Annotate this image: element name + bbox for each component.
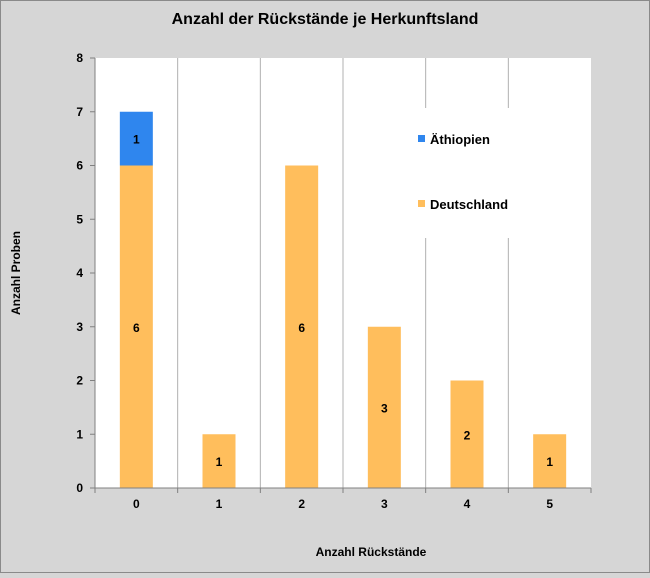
axes: 0 1 2 3 4 5 6 7 8 0 1 2 3 4 5 (76, 51, 592, 511)
data-labels: 6 1 1 6 3 2 1 (133, 133, 553, 470)
x-tick-label: 5 (546, 497, 553, 511)
legend-swatch (418, 135, 425, 142)
bar-deutschland (285, 165, 319, 488)
legend-swatch (418, 200, 425, 207)
data-label: 6 (133, 321, 140, 335)
bar-deutschland (533, 434, 567, 488)
x-tick-label: 2 (298, 497, 305, 511)
legend-box (404, 108, 510, 238)
legend-label: Äthiopien (430, 132, 490, 147)
bar-deutschland (367, 326, 401, 488)
legend-label: Deutschland (430, 197, 508, 212)
x-tick-label: 0 (133, 497, 140, 511)
data-label: 6 (298, 321, 305, 335)
y-tick-label: 3 (76, 320, 83, 334)
y-tick-label: 0 (76, 481, 83, 495)
y-axis-label: Anzahl Proben (9, 231, 23, 315)
bar-deutschland (202, 434, 236, 488)
y-tick-label: 6 (76, 159, 83, 173)
bars (119, 111, 567, 488)
y-tick-label: 8 (76, 51, 83, 65)
legend: Äthiopien Deutschland (404, 108, 510, 238)
x-axis-label: Anzahl Rückstände (316, 545, 427, 559)
x-tick-label: 4 (464, 497, 471, 511)
y-tick-label: 2 (76, 374, 83, 388)
y-tick-label: 7 (76, 105, 83, 119)
bar-äthiopien (119, 111, 153, 166)
x-tick-label: 3 (381, 497, 388, 511)
y-tick-label: 5 (76, 212, 83, 226)
x-tick-label: 1 (216, 497, 223, 511)
data-label: 1 (216, 455, 223, 469)
y-tick-label: 4 (76, 266, 83, 280)
chart-title: Anzahl der Rückstände je Herkunftsland (172, 11, 479, 28)
data-label: 2 (464, 428, 471, 442)
bar-deutschland (119, 165, 153, 488)
y-tick-label: 1 (76, 427, 83, 441)
data-label: 1 (546, 455, 553, 469)
data-label: 1 (133, 133, 140, 147)
data-label: 3 (381, 401, 388, 415)
bar-deutschland (450, 380, 484, 488)
